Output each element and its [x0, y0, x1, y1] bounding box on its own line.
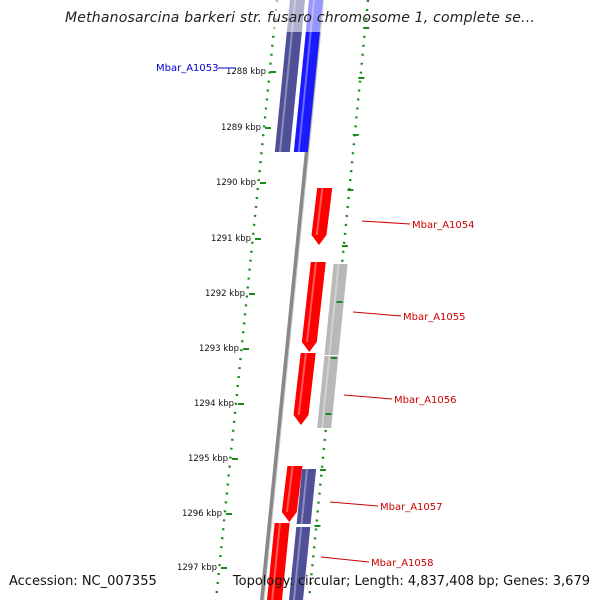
feature-rna-top-highlight: [279, 0, 297, 152]
feature-block-grey-2-highlight: [321, 356, 331, 428]
ruler-tick-label: 1294 kbp: [194, 399, 234, 409]
feature-block-grey-2: [317, 356, 339, 428]
backbone-highlight: [263, 0, 325, 601]
ruler-tick-label: 1291 kbp: [211, 234, 251, 244]
feature-block-grey-1: [324, 264, 348, 355]
feature-rna-mid: [296, 469, 317, 524]
gene-label-mbar-a1057[interactable]: Mbar_A1057: [380, 502, 443, 513]
gene-block-mbar-a1053: [293, 0, 323, 152]
ruler-inner-dotted-line: [214, 0, 279, 601]
ruler-tick-label: 1297 kbp: [177, 563, 217, 573]
gene-leader-line: [320, 556, 370, 563]
ruler-tick-label: 1295 kbp: [188, 454, 228, 464]
gene-label-mbar-a1055[interactable]: Mbar_A1055: [403, 312, 466, 323]
gene-block-mbar-a1054: [311, 188, 333, 245]
feature-rna-mid-highlight: [300, 469, 309, 524]
gene-block-mbar-a1057: [281, 466, 303, 522]
accession-label: Accession: NC_007355: [9, 574, 157, 589]
ruler-outer-dotted-line: [307, 0, 370, 601]
gene-leader-line: [352, 311, 402, 317]
gene-block-mbar-a1057-highlight: [286, 466, 294, 512]
gene-block-mbar-a1058: [267, 523, 290, 600]
ruler-tick-label: 1288 kbp: [226, 67, 266, 77]
top-fade: [270, 0, 330, 32]
gene-label-mbar-a1056[interactable]: Mbar_A1056: [394, 395, 457, 406]
gene-block-mbar-a1055: [301, 262, 326, 352]
feature-rna-bottom-highlight: [292, 527, 303, 600]
ruler-tick-label: 1292 kbp: [205, 289, 245, 299]
ruler-tick-label: 1290 kbp: [216, 178, 256, 188]
gene-leader-line: [329, 501, 379, 507]
gene-label-mbar-a1058[interactable]: Mbar_A1058: [371, 558, 434, 569]
feature-rna-top: [274, 0, 305, 152]
gene-block-mbar-a1056: [293, 353, 316, 425]
gene-leader-line: [343, 394, 393, 400]
feature-block-grey-1-highlight: [328, 264, 340, 355]
gene-leader-line: [361, 220, 411, 225]
gene-block-mbar-a1056-highlight: [297, 353, 307, 415]
feature-rna-bottom: [289, 527, 311, 600]
summary-label: Topology: circular; Length: 4,837,408 bp…: [232, 574, 590, 589]
gene-block-mbar-a1058-highlight: [271, 523, 281, 600]
gene-block-mbar-a1055-highlight: [306, 262, 317, 342]
ruler-tick-label: 1289 kbp: [221, 123, 261, 133]
ruler-tick-label: 1293 kbp: [199, 344, 239, 354]
gene-label-mbar-a1053[interactable]: Mbar_A1053: [156, 63, 219, 74]
gene-label-mbar-a1054[interactable]: Mbar_A1054: [412, 220, 475, 231]
gene-block-mbar-a1053-highlight: [297, 0, 315, 152]
gene-block-mbar-a1054-highlight: [315, 188, 324, 235]
ruler-tick-label: 1296 kbp: [182, 509, 222, 519]
map-title: Methanosarcina barkeri str. fusaro chrom…: [65, 10, 535, 26]
